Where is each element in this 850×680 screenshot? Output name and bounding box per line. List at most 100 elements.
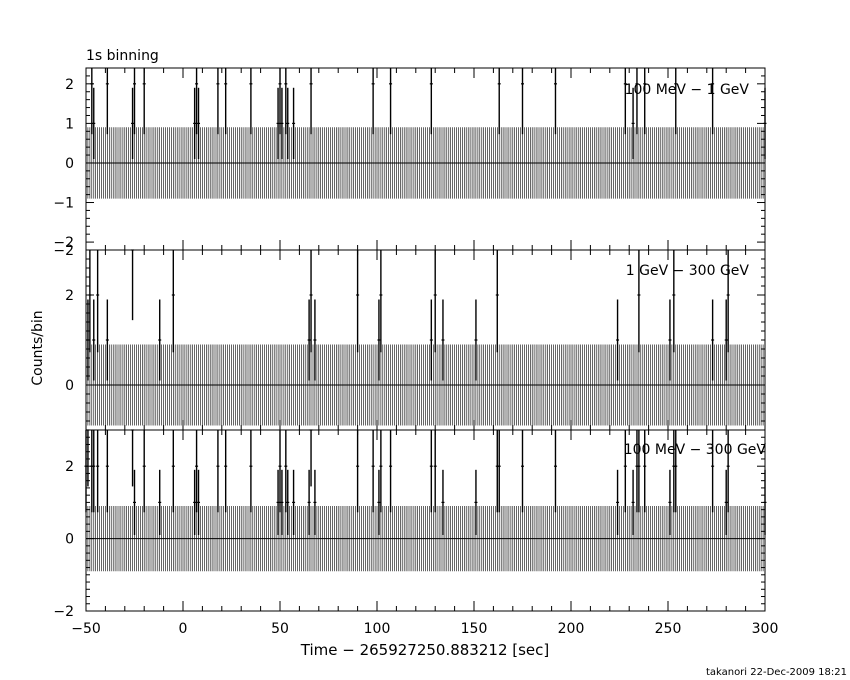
panel-middle-event-bin [441, 299, 445, 381]
panel-bottom-event-bin [96, 430, 100, 513]
panel-middle-event-bin [637, 250, 641, 353]
panel-bottom-frame [85, 429, 766, 612]
panel-bottom-event-bin [631, 469, 635, 535]
panel-bottom-event-bin [224, 430, 228, 513]
panel-middle-event-bin [724, 299, 728, 381]
panel-middle-event-bin [429, 299, 433, 381]
panel-middle-y-tick-label: 2 [65, 288, 74, 304]
panel-top-y-tick-label: 2 [65, 77, 74, 93]
panel-bottom-event-bin [389, 430, 393, 513]
panel-bottom-y-tick-label: 2 [65, 459, 74, 475]
panel-bottom-event-bin [674, 430, 678, 513]
panel-middle-event-bin [171, 250, 175, 353]
panel-top-event-bin [674, 68, 678, 135]
panel-middle-event-bin [474, 299, 478, 381]
panel-top-event-bin [131, 87, 135, 159]
panel-top-event-bin [497, 68, 501, 135]
binning-label: 1s binning [86, 48, 159, 64]
panel-top-event-bin [553, 68, 557, 135]
panel-middle-event-bin [672, 250, 676, 353]
panel-bottom-axes: −2 0 2 [53, 429, 766, 620]
panel-bottom-event-bin [309, 429, 313, 487]
x-tick-label: 200 [558, 621, 585, 637]
panel-bottom-event-bin [553, 430, 557, 513]
panel-bottom-event-bin [193, 469, 197, 535]
panel-middle-event-bin [158, 299, 162, 381]
panel-top-event-bin [635, 68, 639, 135]
panel-bottom-event-bin [623, 430, 627, 513]
panel-top: −2 −1 0 1 2 100 MeV − 1 GeV [53, 67, 767, 251]
panel-bottom-event-bin [249, 430, 253, 513]
panel-bottom-event-bin [371, 430, 375, 513]
panel-bottom-event-bin [495, 430, 499, 513]
panel-bottom-event-bin [497, 430, 501, 513]
panel-top-y-tick-label: 0 [65, 156, 74, 172]
panel-top-event-bin [193, 87, 197, 159]
panel-top-event-bin [197, 87, 201, 159]
panel-bottom-event-bin [307, 469, 311, 535]
panel-top-event-bin [105, 68, 109, 135]
panel-top-y-tick-label: −2 [53, 235, 74, 251]
panel-bottom-event-bin [379, 430, 383, 513]
panel-bottom-event-bin [286, 469, 290, 535]
panel-middle-event-bin [96, 250, 100, 353]
panel-top-event-bin [224, 68, 228, 135]
y-axis-label: Counts/bin [30, 310, 46, 385]
x-tick-label: −50 [71, 621, 101, 637]
panel-middle-event-bin [377, 299, 381, 381]
panel-top-event-bin [309, 68, 313, 135]
panel-top-event-bin [249, 68, 253, 135]
panel-bottom-y-tick-label: 0 [65, 532, 74, 548]
panel-bottom-event-bin [158, 469, 162, 535]
panel-bottom-bars [84, 429, 767, 572]
panel-bottom-event-bin [521, 430, 524, 513]
x-tick-label: 150 [461, 621, 488, 637]
panel-top-event-bin [643, 68, 647, 135]
panel-bottom-y-tick-label: −2 [53, 604, 74, 620]
panel-top-event-bin [711, 68, 715, 135]
panel-middle-event-bin [726, 250, 730, 353]
panel-top-axes: −2 −1 0 1 2 [53, 67, 766, 251]
panel-bottom-event-bin [711, 430, 715, 513]
panel-top-y-tick-label: −1 [53, 196, 74, 212]
panel-middle: 0 2 −2 1 GeV − 300 GeV [53, 243, 766, 431]
panel-bottom: −2 0 2 100 MeV − 300 GeV [53, 429, 767, 620]
panel-top-event-bin [90, 68, 94, 135]
panel-middle-event-bin [92, 299, 96, 381]
panel-top-event-bin [521, 68, 524, 135]
panel-middle-y-tick-label-top: −2 [53, 243, 74, 259]
panel-middle-event-bin [668, 299, 672, 381]
panel-bottom-event-bin [171, 430, 175, 513]
x-tick-label: 100 [364, 621, 391, 637]
panel-bottom-event-bin [92, 430, 96, 513]
panel-middle-event-bin [616, 299, 620, 381]
panel-bottom-energy-label: 100 MeV − 300 GeV [624, 442, 767, 458]
panel-top-event-bin [371, 68, 375, 135]
panel-bottom-event-bin [292, 469, 296, 535]
panel-top-event-bin [278, 68, 282, 135]
panel-top-event-bin [133, 68, 136, 135]
panel-bottom-event-bin [637, 430, 641, 513]
panel-top-event-bin [292, 87, 296, 159]
panel-top-event-bin [284, 68, 288, 135]
panel-top-event-bin [623, 68, 627, 135]
panel-bottom-event-bin [616, 469, 620, 535]
panel-bottom-event-bin [105, 430, 109, 513]
panel-middle-event-bin [379, 250, 383, 353]
panel-bottom-event-bin [216, 430, 220, 513]
panel-middle-event-bin [309, 250, 313, 353]
x-tick-label: 250 [655, 621, 682, 637]
panel-bottom-event-bin [377, 469, 381, 535]
x-tick-label: 300 [752, 621, 779, 637]
x-tick-labels: −50 0 50 100 150 200 250 300 [71, 621, 778, 637]
panel-bottom-event-bin [726, 430, 730, 513]
panel-top-event-bin [389, 68, 393, 135]
panel-bottom-event-bin [724, 469, 728, 535]
panel-top-event-bin [216, 68, 220, 135]
panel-bottom-event-bin [90, 430, 94, 513]
panel-middle-event-bin [711, 299, 715, 381]
panel-bottom-event-bin [433, 430, 437, 513]
panel-bottom-event-bin [356, 430, 360, 513]
panel-top-event-bin [429, 68, 433, 135]
